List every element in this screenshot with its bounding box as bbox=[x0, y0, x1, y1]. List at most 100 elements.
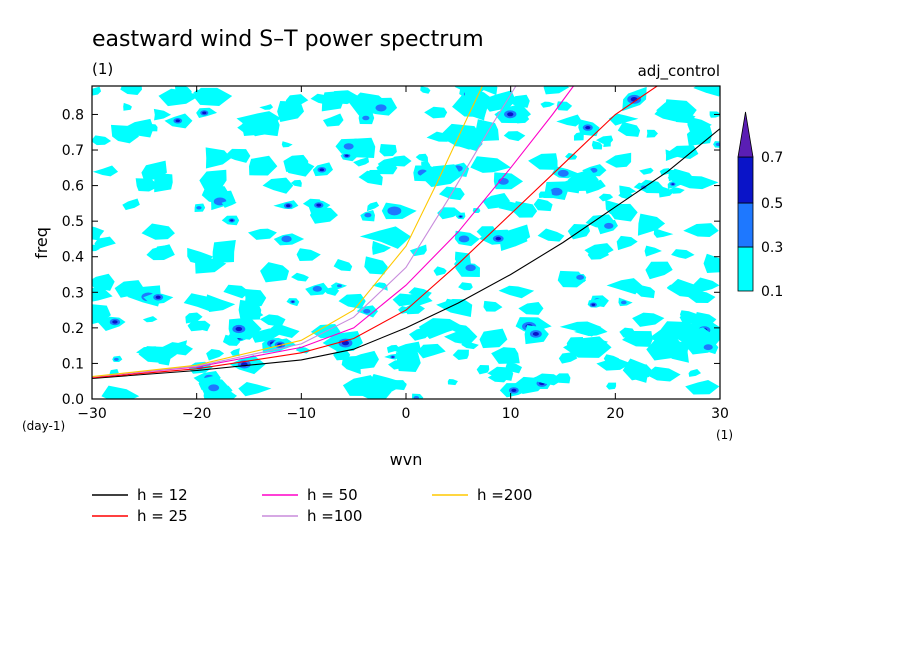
contour-blob bbox=[97, 316, 126, 332]
contour-blob bbox=[573, 325, 608, 337]
y-tick-label: 0.7 bbox=[62, 143, 84, 159]
contour-blob bbox=[123, 118, 154, 138]
contour-blob bbox=[543, 86, 570, 95]
x-tick-label: −20 bbox=[182, 406, 212, 422]
y-tick-label: 0.0 bbox=[62, 392, 84, 408]
contour-blob bbox=[187, 320, 206, 332]
contour-blob bbox=[618, 297, 633, 307]
contour-blob bbox=[658, 185, 675, 198]
contour-blob bbox=[262, 177, 294, 194]
contour-blob bbox=[366, 201, 380, 212]
contour-blob bbox=[260, 262, 290, 283]
contour-blob bbox=[421, 161, 431, 170]
contour-blob bbox=[154, 172, 173, 193]
x-tick-label: 20 bbox=[606, 406, 624, 422]
contour-blob bbox=[418, 318, 464, 340]
contour-blob bbox=[187, 247, 214, 266]
x-tick-label: 0 bbox=[402, 406, 411, 422]
colorbar-band bbox=[737, 156, 754, 204]
colorbar-extend-arrow bbox=[737, 111, 754, 158]
y-tick-label: 0.5 bbox=[62, 214, 84, 230]
run-label: adj_control bbox=[638, 62, 720, 81]
contour-blob bbox=[502, 224, 531, 249]
legend-label: h = 25 bbox=[137, 507, 188, 525]
contour-blob bbox=[433, 266, 447, 276]
contour-blob bbox=[567, 169, 599, 190]
contour-blob bbox=[322, 113, 344, 127]
contour-blob bbox=[688, 368, 702, 377]
contour-blob bbox=[454, 230, 480, 247]
contour-blob bbox=[212, 240, 236, 264]
contour-blob bbox=[475, 119, 500, 142]
contour-blob bbox=[360, 209, 375, 222]
contour-blob bbox=[146, 244, 175, 261]
contour-blob bbox=[290, 179, 302, 188]
contour-blob bbox=[616, 235, 638, 251]
contour-blob bbox=[185, 312, 203, 324]
colorbar: 0.1 0.3 0.5 0.7 bbox=[737, 111, 783, 300]
y-tick-label: 0.1 bbox=[62, 356, 84, 372]
contour-blob bbox=[632, 312, 665, 327]
y-tick-label: 0.4 bbox=[62, 250, 84, 266]
legend-label: h =200 bbox=[477, 486, 532, 504]
contour-blob bbox=[223, 284, 250, 299]
contour-blob bbox=[222, 334, 241, 346]
contour-blob bbox=[622, 358, 653, 381]
contour-blob bbox=[597, 219, 618, 235]
contour-blob bbox=[135, 178, 160, 192]
contour-blob bbox=[518, 301, 544, 315]
contour-blob bbox=[528, 153, 558, 170]
legend-item: h =100 bbox=[262, 507, 362, 525]
contour-blob bbox=[183, 293, 220, 312]
contour-blob bbox=[120, 86, 143, 95]
contour-blob bbox=[266, 323, 300, 339]
legend-label: h =100 bbox=[307, 507, 362, 525]
colorbar-band bbox=[737, 202, 754, 248]
contour-blob bbox=[158, 342, 194, 356]
contour-blob bbox=[286, 298, 300, 307]
contour-blob bbox=[584, 243, 614, 257]
contour-blob bbox=[498, 285, 535, 299]
contour-blob bbox=[454, 262, 480, 277]
contour-blob bbox=[305, 282, 329, 296]
contour-blob bbox=[608, 113, 639, 126]
contour-blob bbox=[230, 348, 240, 357]
contour-blob bbox=[447, 378, 458, 386]
x-axis: −30 −20 −10 0 10 20 30 bbox=[77, 86, 729, 422]
contour-blob bbox=[713, 141, 720, 148]
colorbar-label: 0.5 bbox=[761, 196, 783, 212]
contour-blob bbox=[248, 155, 278, 176]
contour-blob bbox=[250, 328, 281, 343]
contour-blob bbox=[452, 349, 469, 360]
legend: h = 12 h = 25 h = 50 h =100 h =200 bbox=[92, 486, 532, 525]
contour-blob bbox=[259, 104, 274, 110]
contour-blob bbox=[281, 141, 293, 148]
contour-blob bbox=[584, 179, 606, 194]
contour-blob bbox=[224, 148, 251, 163]
contour-blob bbox=[479, 229, 518, 245]
y-axis-label: freq bbox=[32, 227, 51, 259]
contour-blob bbox=[403, 304, 425, 315]
contour-blob bbox=[341, 356, 361, 375]
contour-blob bbox=[491, 347, 520, 364]
contour-blob bbox=[94, 236, 116, 250]
contour-blob bbox=[540, 101, 555, 108]
contour-blob bbox=[645, 366, 681, 382]
contour-blob bbox=[674, 327, 717, 345]
contour-blob bbox=[142, 316, 158, 323]
contour-blob bbox=[645, 261, 673, 280]
contour-blob bbox=[606, 278, 643, 295]
colorbar-label: 0.7 bbox=[761, 150, 783, 166]
contour-blob bbox=[591, 140, 603, 150]
y-tick-label: 0.8 bbox=[62, 107, 84, 123]
contour-blob bbox=[639, 167, 654, 175]
contour-blob bbox=[483, 300, 503, 312]
contour-blob bbox=[338, 293, 366, 309]
contour-blob bbox=[464, 89, 495, 110]
contour-blob bbox=[619, 327, 636, 338]
contour-blob bbox=[444, 328, 478, 345]
contour-blob bbox=[92, 135, 112, 146]
dispersion-curves bbox=[92, 86, 720, 379]
contour-blob bbox=[569, 273, 587, 284]
contour-blob bbox=[199, 169, 227, 191]
